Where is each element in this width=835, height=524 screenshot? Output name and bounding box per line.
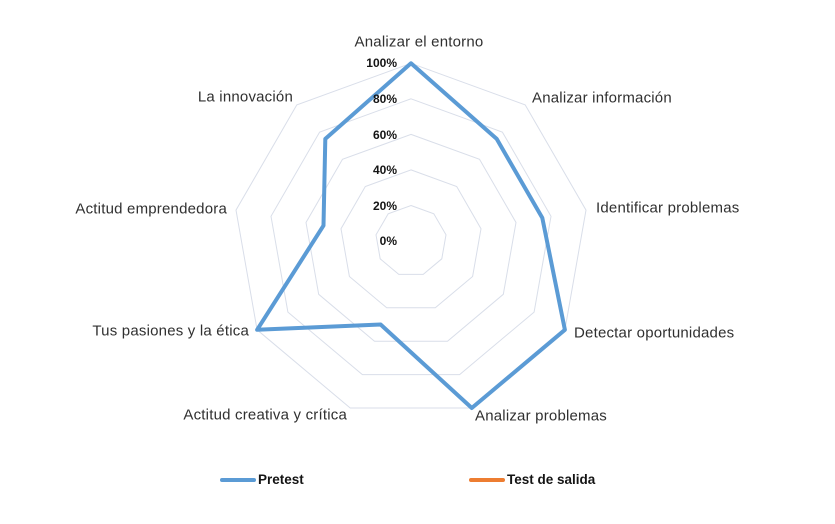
radial-tick-20: 20% bbox=[372, 199, 397, 213]
category-label-identificar-problemas: Identificar problemas bbox=[596, 199, 740, 217]
category-label-actitud-creativa-y-critica: Actitud creativa y crítica bbox=[183, 406, 347, 424]
radial-tick-60: 60% bbox=[372, 128, 397, 142]
category-label-actitud-emprendedora: Actitud emprendedora bbox=[75, 200, 227, 218]
category-label-analizar-informacion: Analizar información bbox=[532, 89, 672, 107]
category-label-tus-pasiones-y-la-etica: Tus pasiones y la ética bbox=[92, 322, 249, 340]
radial-tick-0: 0% bbox=[379, 234, 397, 248]
radial-tick-80: 80% bbox=[372, 92, 397, 106]
test-de-salida-line-swatch bbox=[469, 477, 505, 482]
pretest-line-swatch bbox=[220, 477, 256, 482]
legend-item-pretest: Pretest bbox=[220, 471, 304, 488]
radial-tick-100: 100% bbox=[366, 56, 397, 70]
category-label-analizar-problemas: Analizar problemas bbox=[475, 407, 607, 425]
legend-label-test-de-salida: Test de salida bbox=[507, 471, 596, 487]
legend-item-test-de-salida: Test de salida bbox=[469, 471, 595, 488]
radial-tick-40: 40% bbox=[372, 163, 397, 177]
category-label-detectar-oportunidades: Detectar oportunidades bbox=[574, 324, 735, 342]
category-label-analizar-el-entorno: Analizar el entorno bbox=[354, 33, 484, 51]
legend-label-pretest: Pretest bbox=[258, 471, 304, 487]
category-label-la-innovacion: La innovación bbox=[197, 88, 293, 106]
